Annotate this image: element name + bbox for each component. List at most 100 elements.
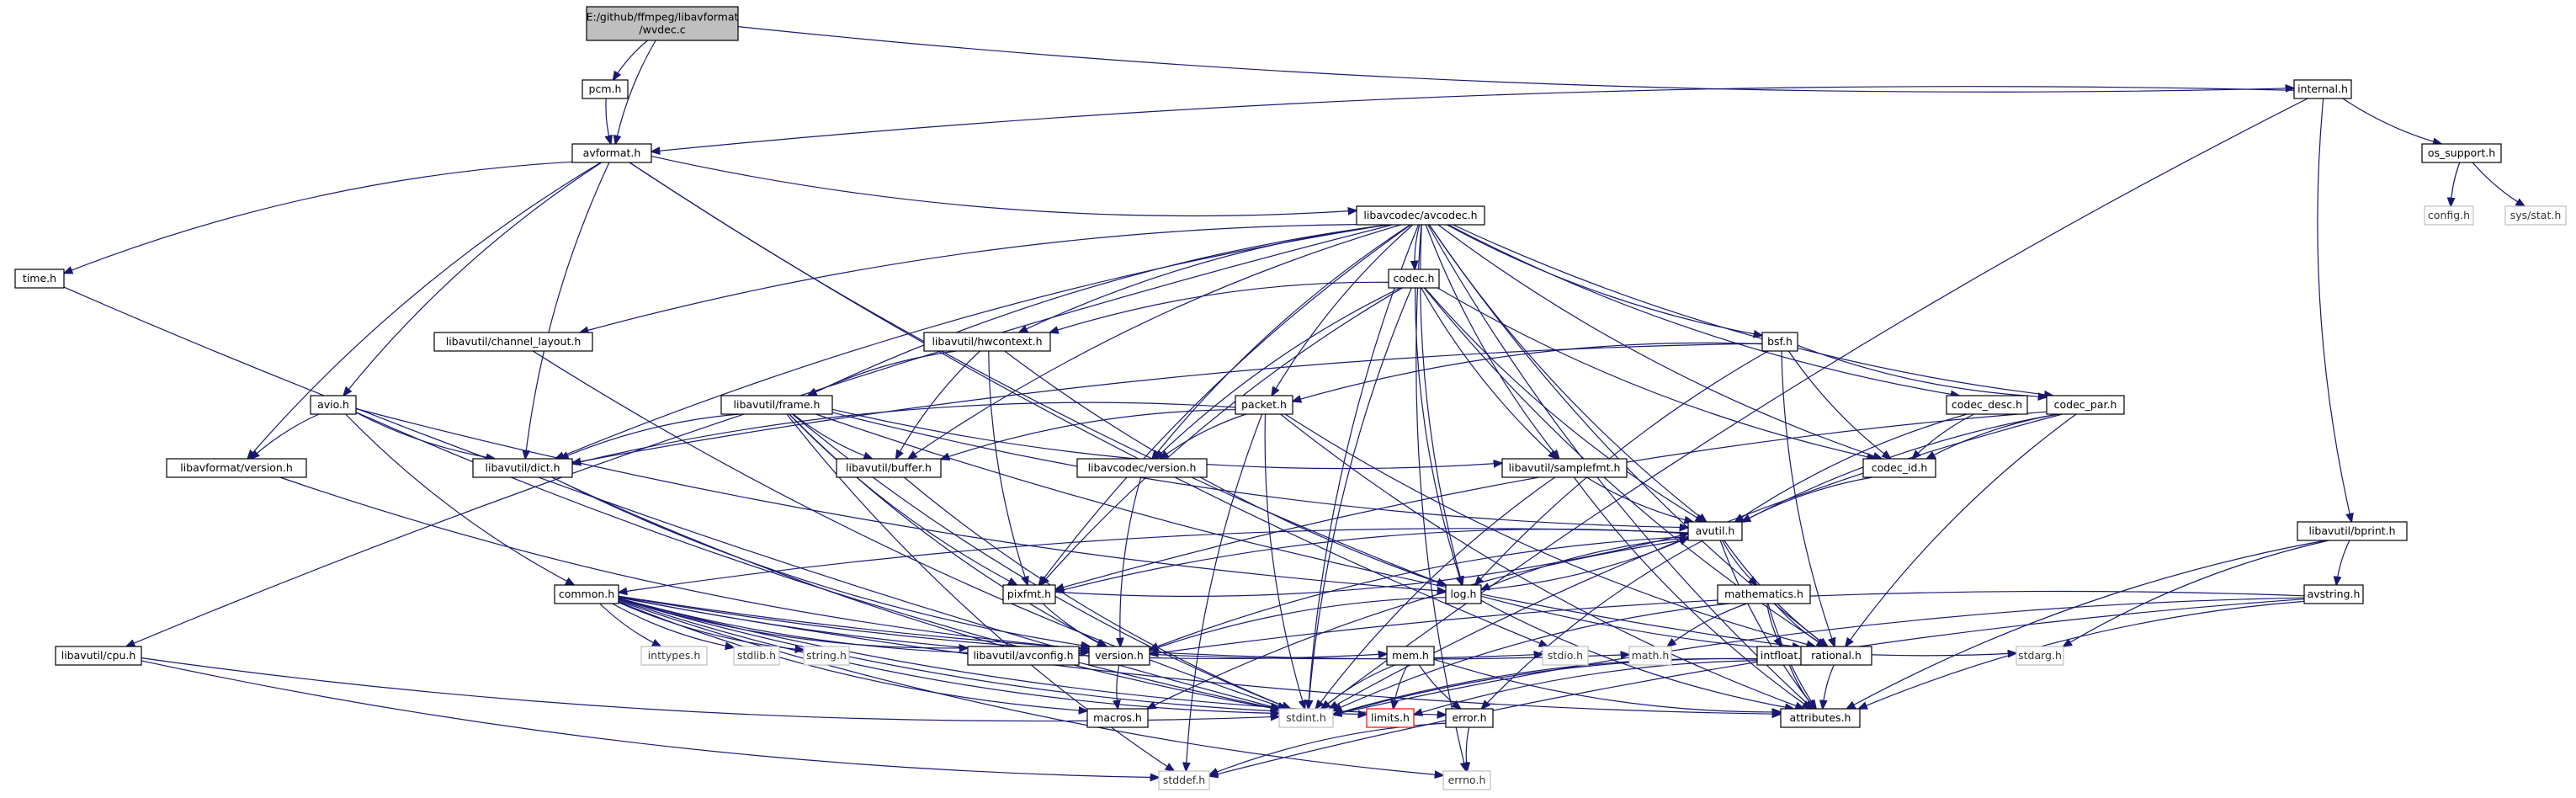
node-stdlib[interactable]: stdlib.h — [733, 646, 780, 666]
edge-mathematics-to-stdint — [1333, 603, 1730, 710]
node-os-support[interactable]: os_support.h — [2421, 143, 2502, 163]
node-box — [1386, 646, 1435, 666]
edge-error-to-errno — [1466, 726, 1469, 771]
node-codec-par[interactable]: codec_par.h — [2046, 395, 2125, 415]
edge-bsf-to-codec-par — [1797, 344, 2047, 396]
node-box — [1002, 584, 1056, 604]
edge-bsf-to-rational — [1781, 350, 1835, 646]
edge-codec-id-to-avutil — [1742, 476, 1873, 522]
edge-mem-to-stdint — [1321, 664, 1395, 709]
node-avcodec[interactable]: libavcodec/avcodec.h — [1356, 205, 1485, 226]
node-label: libavformat/version.h — [180, 461, 293, 474]
node-math[interactable]: math.h — [1628, 646, 1672, 666]
node-lavc-version[interactable]: libavcodec/version.h — [1076, 458, 1208, 478]
node-box — [1501, 458, 1628, 478]
edge-common-to-limits — [618, 598, 1367, 715]
edge-common-to-inttypes — [599, 603, 661, 646]
node-rational[interactable]: rational.h — [1800, 646, 1872, 666]
node-avconfig[interactable]: libavutil/avconfig.h — [967, 646, 1080, 666]
node-label: intfloat.h — [1761, 649, 1808, 662]
node-macros[interactable]: macros.h — [1086, 708, 1149, 728]
node-box — [967, 646, 1080, 666]
node-label: avstring.h — [2308, 588, 2361, 600]
edge-mathematics-to-intfloat — [1766, 603, 1782, 646]
node-label: stdarg.h — [2018, 649, 2062, 662]
node-codec-desc[interactable]: codec_desc.h — [1946, 395, 2028, 415]
node-errno[interactable]: errno.h — [1442, 770, 1491, 790]
node-stdint[interactable]: stdint.h — [1278, 708, 1334, 728]
edge-internal-to-stdint — [1321, 98, 2308, 709]
node-label: libavutil/samplefmt.h — [1509, 461, 1621, 474]
node-bsf[interactable]: bsf.h — [1761, 332, 1798, 352]
node-stddef[interactable]: stddef.h — [1158, 770, 1210, 790]
node-dict[interactable]: libavutil/dict.h — [472, 458, 573, 478]
node-mathematics[interactable]: mathematics.h — [1717, 584, 1811, 604]
edge-avcodec-to-codec-desc — [1447, 224, 1959, 396]
node-label: codec_id.h — [1872, 461, 1928, 474]
node-label: libavutil/cpu.h — [61, 649, 136, 662]
edge-packet-to-dict — [572, 402, 1236, 464]
node-inttypes[interactable]: inttypes.h — [640, 646, 708, 666]
edge-bsf-to-log — [1475, 350, 1769, 585]
edge-avcodec-to-samplefmt — [1425, 224, 1559, 459]
node-avio[interactable]: avio.h — [310, 395, 357, 415]
node-avstring[interactable]: avstring.h — [2303, 584, 2364, 604]
node-stdarg[interactable]: stdarg.h — [2016, 646, 2064, 666]
node-codec-id[interactable]: codec_id.h — [1862, 458, 1936, 478]
edge-rational-to-stdint — [1333, 657, 1802, 715]
node-hwcontext[interactable]: libavutil/hwcontext.h — [923, 332, 1051, 352]
node-avutil[interactable]: avutil.h — [1687, 521, 1743, 541]
edge-common-to-attributes — [618, 597, 1781, 715]
node-label: libavcodec/version.h — [1088, 461, 1197, 474]
node-packet[interactable]: packet.h — [1235, 395, 1293, 415]
node-mem[interactable]: mem.h — [1386, 646, 1435, 666]
node-version[interactable]: version.h — [1088, 646, 1150, 666]
node-common[interactable]: common.h — [554, 584, 619, 604]
node-config[interactable]: config.h — [2424, 205, 2474, 226]
edge-avcodec-to-cpu — [126, 224, 1394, 646]
node-channel-layout[interactable]: libavutil/channel_layout.h — [433, 332, 593, 352]
edge-avcodec-to-lavc-version — [1152, 224, 1411, 459]
node-label: bsf.h — [1767, 335, 1793, 348]
node-avformat[interactable]: avformat.h — [571, 143, 652, 163]
edge-packet-to-lavc-version — [1160, 413, 1246, 459]
node-buffer[interactable]: libavutil/buffer.h — [836, 458, 942, 478]
node-box — [1442, 770, 1491, 790]
edge-intfloat-to-stdint — [1333, 657, 1758, 715]
edge-hwcontext-to-log — [1004, 350, 1446, 585]
node-lavf-version[interactable]: libavformat/version.h — [166, 458, 307, 478]
node-box — [1088, 646, 1150, 666]
node-label: codec.h — [1394, 272, 1435, 285]
node-error[interactable]: error.h — [1445, 708, 1494, 728]
edge-avcodec-to-channel-layout — [580, 224, 1357, 332]
node-log[interactable]: log.h — [1445, 584, 1482, 604]
node-box — [586, 6, 739, 41]
node-cpu[interactable]: libavutil/cpu.h — [55, 646, 142, 666]
node-limits[interactable]: limits.h — [1366, 708, 1415, 728]
node-intfloat[interactable]: intfloat.h — [1756, 646, 1812, 666]
node-box — [1086, 708, 1149, 728]
node-label: stddef.h — [1163, 774, 1205, 786]
node-attributes[interactable]: attributes.h — [1780, 708, 1861, 728]
node-samplefmt[interactable]: libavutil/samplefmt.h — [1501, 458, 1628, 478]
edge-hwcontext-to-pixfmt — [988, 350, 1028, 585]
node-box — [14, 269, 65, 289]
node-string[interactable]: string.h — [803, 646, 850, 666]
node-stdio[interactable]: stdio.h — [1542, 646, 1589, 666]
edge-samplefmt-to-stdint — [1315, 476, 1555, 709]
edge-mem-to-attributes — [1433, 658, 1781, 712]
node-bprint[interactable]: libavutil/bprint.h — [2297, 521, 2408, 541]
edge-avstring-to-attributes — [1859, 600, 2305, 709]
node-label: stdlib.h — [737, 649, 776, 662]
node-root[interactable]: E:/github/ffmpeg/libavformat/wvdec.c — [586, 6, 739, 41]
node-pcm[interactable]: pcm.h — [582, 79, 629, 99]
node-frame[interactable]: libavutil/frame.h — [720, 395, 833, 415]
edge-avcodec-to-attributes — [1427, 224, 1813, 709]
node-sys-stat[interactable]: sys/stat.h — [2504, 205, 2567, 226]
node-codec[interactable]: codec.h — [1388, 269, 1440, 289]
node-time[interactable]: time.h — [14, 269, 65, 289]
edge-frame-to-buffer — [793, 413, 873, 459]
node-internal[interactable]: internal.h — [2293, 79, 2352, 99]
node-pixfmt[interactable]: pixfmt.h — [1002, 584, 1056, 604]
node-label: avutil.h — [1696, 524, 1735, 537]
